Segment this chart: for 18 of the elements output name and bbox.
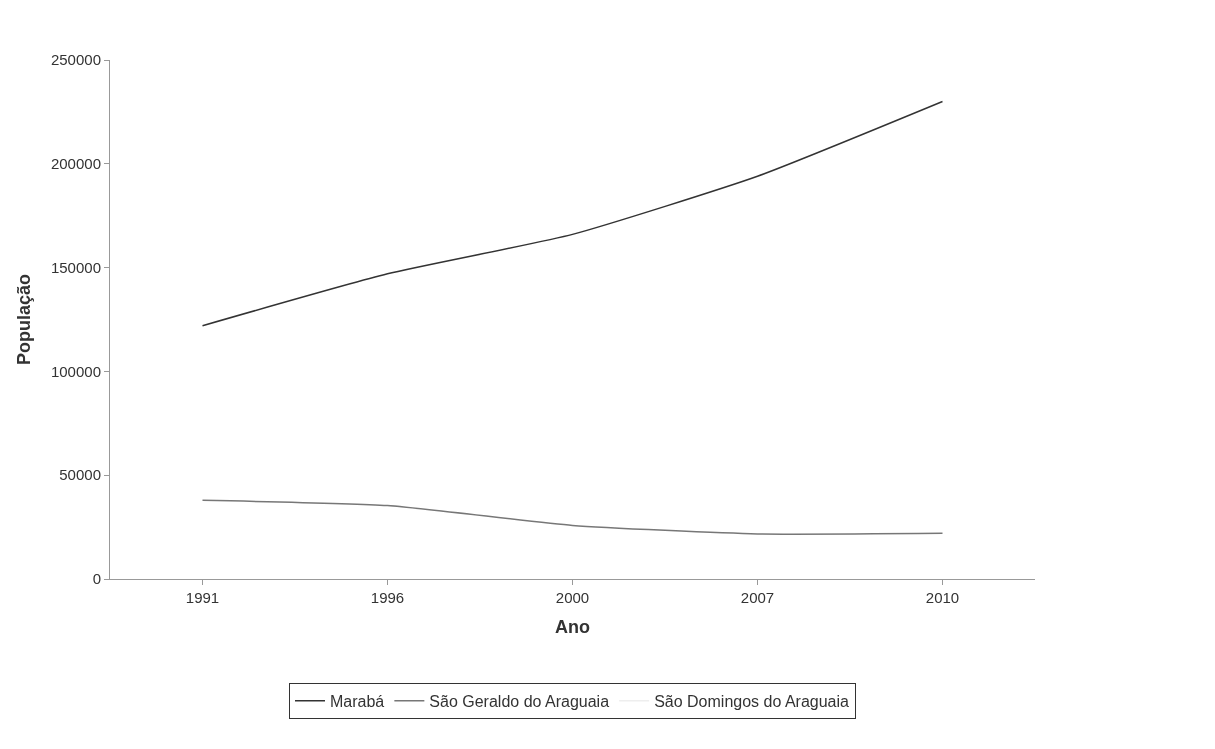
x-tick-label: 2010 xyxy=(925,589,960,606)
y-tick-label: 200000 xyxy=(50,155,101,173)
line-series xyxy=(201,100,944,327)
legend-label: São Geraldo do Araguaia xyxy=(429,692,610,710)
y-tick-label: 0 xyxy=(92,570,101,588)
x-tick-label: 1991 xyxy=(185,589,220,606)
y-axis-title: População xyxy=(14,273,35,366)
y-tick-label: 150000 xyxy=(50,258,101,276)
x-tick-label: 2007 xyxy=(740,589,775,606)
y-tick-label: 50000 xyxy=(59,466,101,484)
x-axis-title: Ano xyxy=(555,617,590,638)
legend-label: Marabá xyxy=(330,692,385,710)
line-series xyxy=(201,499,944,535)
x-tick-label: 1996 xyxy=(370,589,405,606)
y-tick-label: 100000 xyxy=(50,362,101,380)
y-tick-label: 250000 xyxy=(50,51,101,69)
legend-label: São Domingos do Araguaia xyxy=(654,692,850,710)
x-tick-label: 2000 xyxy=(555,589,590,606)
